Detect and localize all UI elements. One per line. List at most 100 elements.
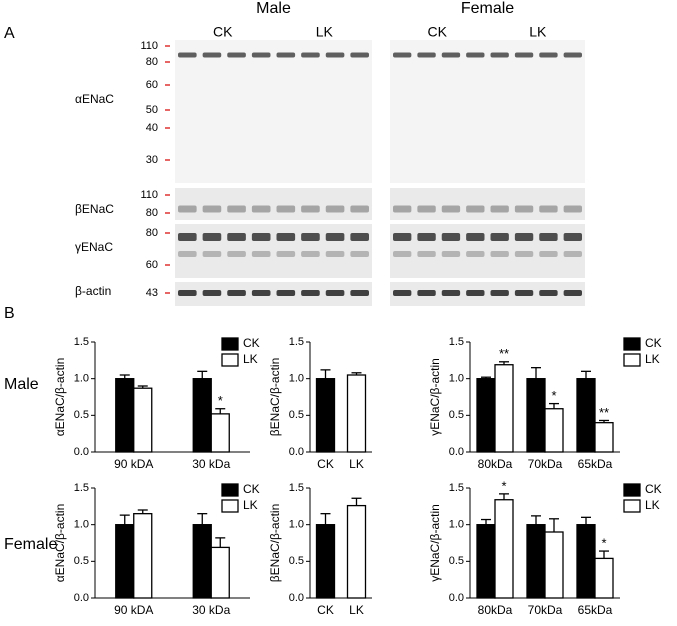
y-axis-label: αENaC/β-actin: [53, 358, 67, 437]
bar: [594, 422, 614, 453]
mw-marker: 60: [146, 79, 158, 91]
mw-marker: 80: [146, 56, 158, 68]
legend-label: CK: [243, 482, 260, 496]
x-tick-label: 70kDa: [528, 603, 563, 617]
row-label: Male: [4, 376, 39, 393]
significance: *: [501, 478, 506, 493]
panel-label: B: [4, 305, 15, 322]
mw-marker: 80: [146, 207, 158, 219]
y-tick-label: 0.0: [74, 592, 89, 604]
x-tick-label: 30 kDa: [192, 603, 230, 617]
mw-marker: 30: [146, 154, 158, 166]
legend-swatch: [623, 499, 641, 513]
band: [301, 290, 320, 296]
bar: [315, 524, 336, 599]
band: [539, 251, 558, 257]
y-tick-label: 1.0: [74, 373, 89, 385]
y-tick-label: 0.0: [74, 446, 89, 458]
blot: [175, 40, 372, 183]
y-axis-label: γENaC/β-actin: [428, 504, 442, 582]
legend-swatch: [221, 337, 239, 351]
x-tick-label: LK: [349, 603, 364, 617]
band: [276, 251, 296, 257]
bar: [594, 557, 614, 599]
bar: [192, 378, 212, 453]
band: [466, 205, 485, 213]
y-tick-label: 0.0: [289, 592, 304, 604]
bar: [192, 524, 212, 599]
x-tick-label: 65kDa: [578, 603, 613, 617]
band: [251, 52, 271, 58]
band: [251, 233, 271, 241]
legend-label: CK: [645, 482, 662, 496]
group-header: LK: [529, 24, 547, 40]
band: [227, 233, 246, 241]
x-tick-label: CK: [317, 457, 334, 471]
bar: [526, 378, 546, 453]
group-header: CK: [213, 24, 233, 40]
band: [441, 233, 461, 241]
mw-marker: 60: [146, 259, 158, 271]
y-tick-label: 0.0: [449, 592, 464, 604]
x-tick-label: 70kDa: [528, 457, 563, 471]
bar: [210, 546, 230, 599]
y-tick-label: 1.5: [449, 336, 464, 348]
y-tick-label: 1.5: [289, 336, 304, 348]
bar: [115, 378, 135, 453]
band: [251, 251, 271, 257]
y-tick-label: 1.0: [449, 373, 464, 385]
y-tick-label: 0.5: [289, 555, 304, 567]
blot-row-label: γENaC: [75, 240, 113, 254]
band: [490, 290, 509, 296]
legend-label: CK: [243, 336, 260, 350]
band: [514, 52, 534, 58]
y-tick-label: 0.5: [74, 409, 89, 421]
band: [178, 233, 197, 241]
blot: [175, 224, 372, 278]
significance: **: [599, 405, 609, 420]
bar: [526, 524, 546, 599]
bar: [476, 524, 496, 599]
legend-swatch: [623, 353, 641, 367]
band: [301, 205, 320, 213]
y-tick-label: 0.5: [74, 555, 89, 567]
blot-row-label: αENaC: [75, 92, 114, 106]
band: [393, 233, 412, 241]
legend-label: CK: [645, 336, 662, 350]
y-tick-label: 0.5: [449, 409, 464, 421]
band: [563, 205, 582, 213]
mw-marker: 110: [140, 189, 158, 201]
blot: [175, 188, 372, 220]
legend-label: LK: [243, 352, 258, 366]
legend-label: LK: [645, 498, 660, 512]
blot-row-label: β-actin: [75, 284, 111, 298]
band: [417, 205, 436, 213]
y-tick-label: 1.0: [289, 373, 304, 385]
y-axis-label: βENaC/β-actin: [268, 504, 282, 583]
band: [514, 233, 534, 241]
band: [539, 205, 558, 213]
band: [202, 233, 222, 241]
y-tick-label: 1.0: [74, 519, 89, 531]
bar: [576, 378, 596, 453]
band: [393, 251, 412, 257]
y-tick-label: 1.0: [449, 519, 464, 531]
band: [466, 251, 485, 257]
legend-label: LK: [243, 498, 258, 512]
significance: **: [499, 346, 509, 361]
band: [563, 251, 582, 257]
band: [325, 233, 345, 241]
x-tick-label: 90 kDA: [114, 603, 153, 617]
band: [417, 251, 436, 257]
band: [417, 52, 436, 58]
band: [202, 251, 222, 257]
band: [301, 251, 320, 257]
band: [350, 233, 369, 241]
x-tick-label: 80kDa: [478, 603, 513, 617]
significance: *: [551, 388, 556, 403]
legend-swatch: [623, 337, 641, 351]
y-tick-label: 0.5: [449, 555, 464, 567]
band: [350, 205, 369, 213]
y-tick-label: 1.5: [449, 482, 464, 494]
mw-marker: 50: [146, 104, 158, 116]
